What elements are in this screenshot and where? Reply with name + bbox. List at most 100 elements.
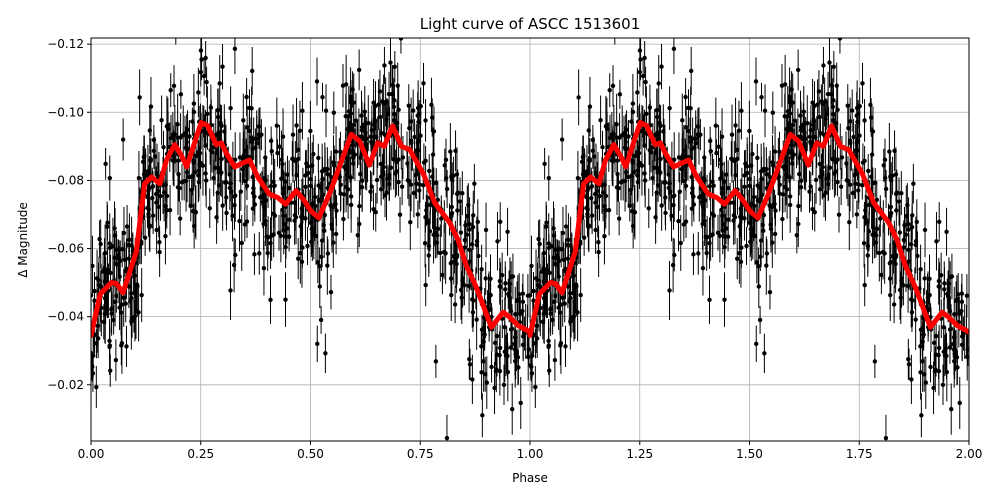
data-point: [964, 293, 969, 298]
data-point: [838, 184, 844, 189]
data-point: [661, 129, 666, 134]
data-point: [247, 105, 252, 111]
data-point: [861, 240, 867, 246]
data-point: [701, 175, 706, 181]
data-point: [683, 183, 689, 189]
data-point: [769, 204, 775, 210]
data-point: [333, 149, 339, 154]
data-point: [626, 174, 631, 180]
data-point: [936, 352, 941, 358]
data-point: [435, 197, 440, 203]
data-point: [546, 175, 551, 181]
data-point: [911, 181, 916, 186]
data-point: [303, 184, 308, 190]
data-point: [168, 87, 173, 93]
data-point: [467, 357, 472, 362]
data-point: [417, 188, 422, 193]
data-point: [923, 380, 928, 385]
data-point: [260, 193, 266, 198]
data-point: [300, 108, 305, 113]
data-point: [268, 184, 273, 189]
data-point: [177, 216, 183, 221]
chart-title: Light curve of ASCC 1513601: [420, 15, 641, 33]
data-point: [606, 208, 612, 213]
data-point: [323, 108, 329, 113]
data-point: [754, 341, 759, 347]
data-point: [96, 282, 102, 288]
data-point: [629, 208, 635, 214]
data-point: [854, 212, 860, 217]
data-point: [318, 198, 323, 204]
data-point: [787, 99, 793, 105]
data-point: [865, 243, 871, 249]
data-point: [308, 128, 313, 134]
data-point: [672, 157, 677, 162]
data-point: [678, 240, 683, 246]
data-point: [486, 300, 491, 305]
data-point: [120, 246, 125, 252]
data-point: [114, 293, 119, 299]
data-point: [957, 400, 962, 406]
data-point: [129, 295, 134, 301]
data-point: [946, 281, 952, 286]
data-point: [117, 305, 122, 310]
data-point: [908, 242, 914, 247]
data-point: [560, 295, 565, 300]
data-point: [204, 79, 209, 85]
smoothed-curve-line: [91, 120, 533, 338]
data-point: [92, 298, 97, 303]
data-point: [676, 218, 681, 224]
data-point: [568, 295, 573, 301]
data-point: [108, 368, 113, 373]
data-point: [265, 250, 270, 256]
data-point: [735, 256, 740, 261]
data-point: [906, 357, 911, 362]
data-point: [898, 295, 903, 300]
data-point: [103, 269, 108, 274]
data-point: [244, 219, 250, 224]
data-point: [654, 107, 659, 113]
data-point: [937, 219, 942, 225]
data-point: [600, 144, 605, 150]
data-point: [360, 178, 365, 183]
data-point: [462, 245, 467, 250]
data-point: [526, 347, 532, 352]
data-point: [547, 368, 552, 373]
data-point: [739, 108, 744, 113]
data-point: [248, 135, 254, 140]
data-point: [191, 7, 195, 11]
data-point: [702, 218, 707, 224]
data-point: [781, 164, 786, 170]
data-point: [323, 351, 328, 356]
data-point: [926, 307, 931, 312]
data-point: [472, 181, 477, 186]
data-point: [770, 240, 775, 245]
data-point: [154, 191, 159, 197]
data-point: [666, 185, 672, 191]
data-point: [300, 245, 305, 250]
data-point: [362, 109, 367, 114]
data-point: [495, 239, 500, 244]
data-point: [333, 231, 339, 237]
data-point: [656, 81, 661, 86]
data-point: [535, 282, 541, 288]
data-point: [919, 413, 924, 418]
data-point: [757, 317, 763, 323]
data-point: [185, 127, 190, 132]
data-point: [761, 212, 767, 218]
data-point: [556, 274, 561, 279]
data-point: [322, 228, 327, 233]
data-point: [489, 364, 494, 370]
data-point: [136, 175, 142, 181]
data-point: [414, 181, 419, 186]
data-point: [198, 48, 204, 53]
data-point: [101, 319, 106, 325]
data-point: [385, 176, 391, 181]
data-point: [722, 234, 728, 239]
data-point: [637, 69, 642, 75]
data-point: [965, 347, 969, 352]
data-point: [366, 120, 371, 126]
smoothed-curve: [91, 120, 969, 338]
data-point: [505, 369, 511, 375]
data-point: [920, 339, 925, 344]
